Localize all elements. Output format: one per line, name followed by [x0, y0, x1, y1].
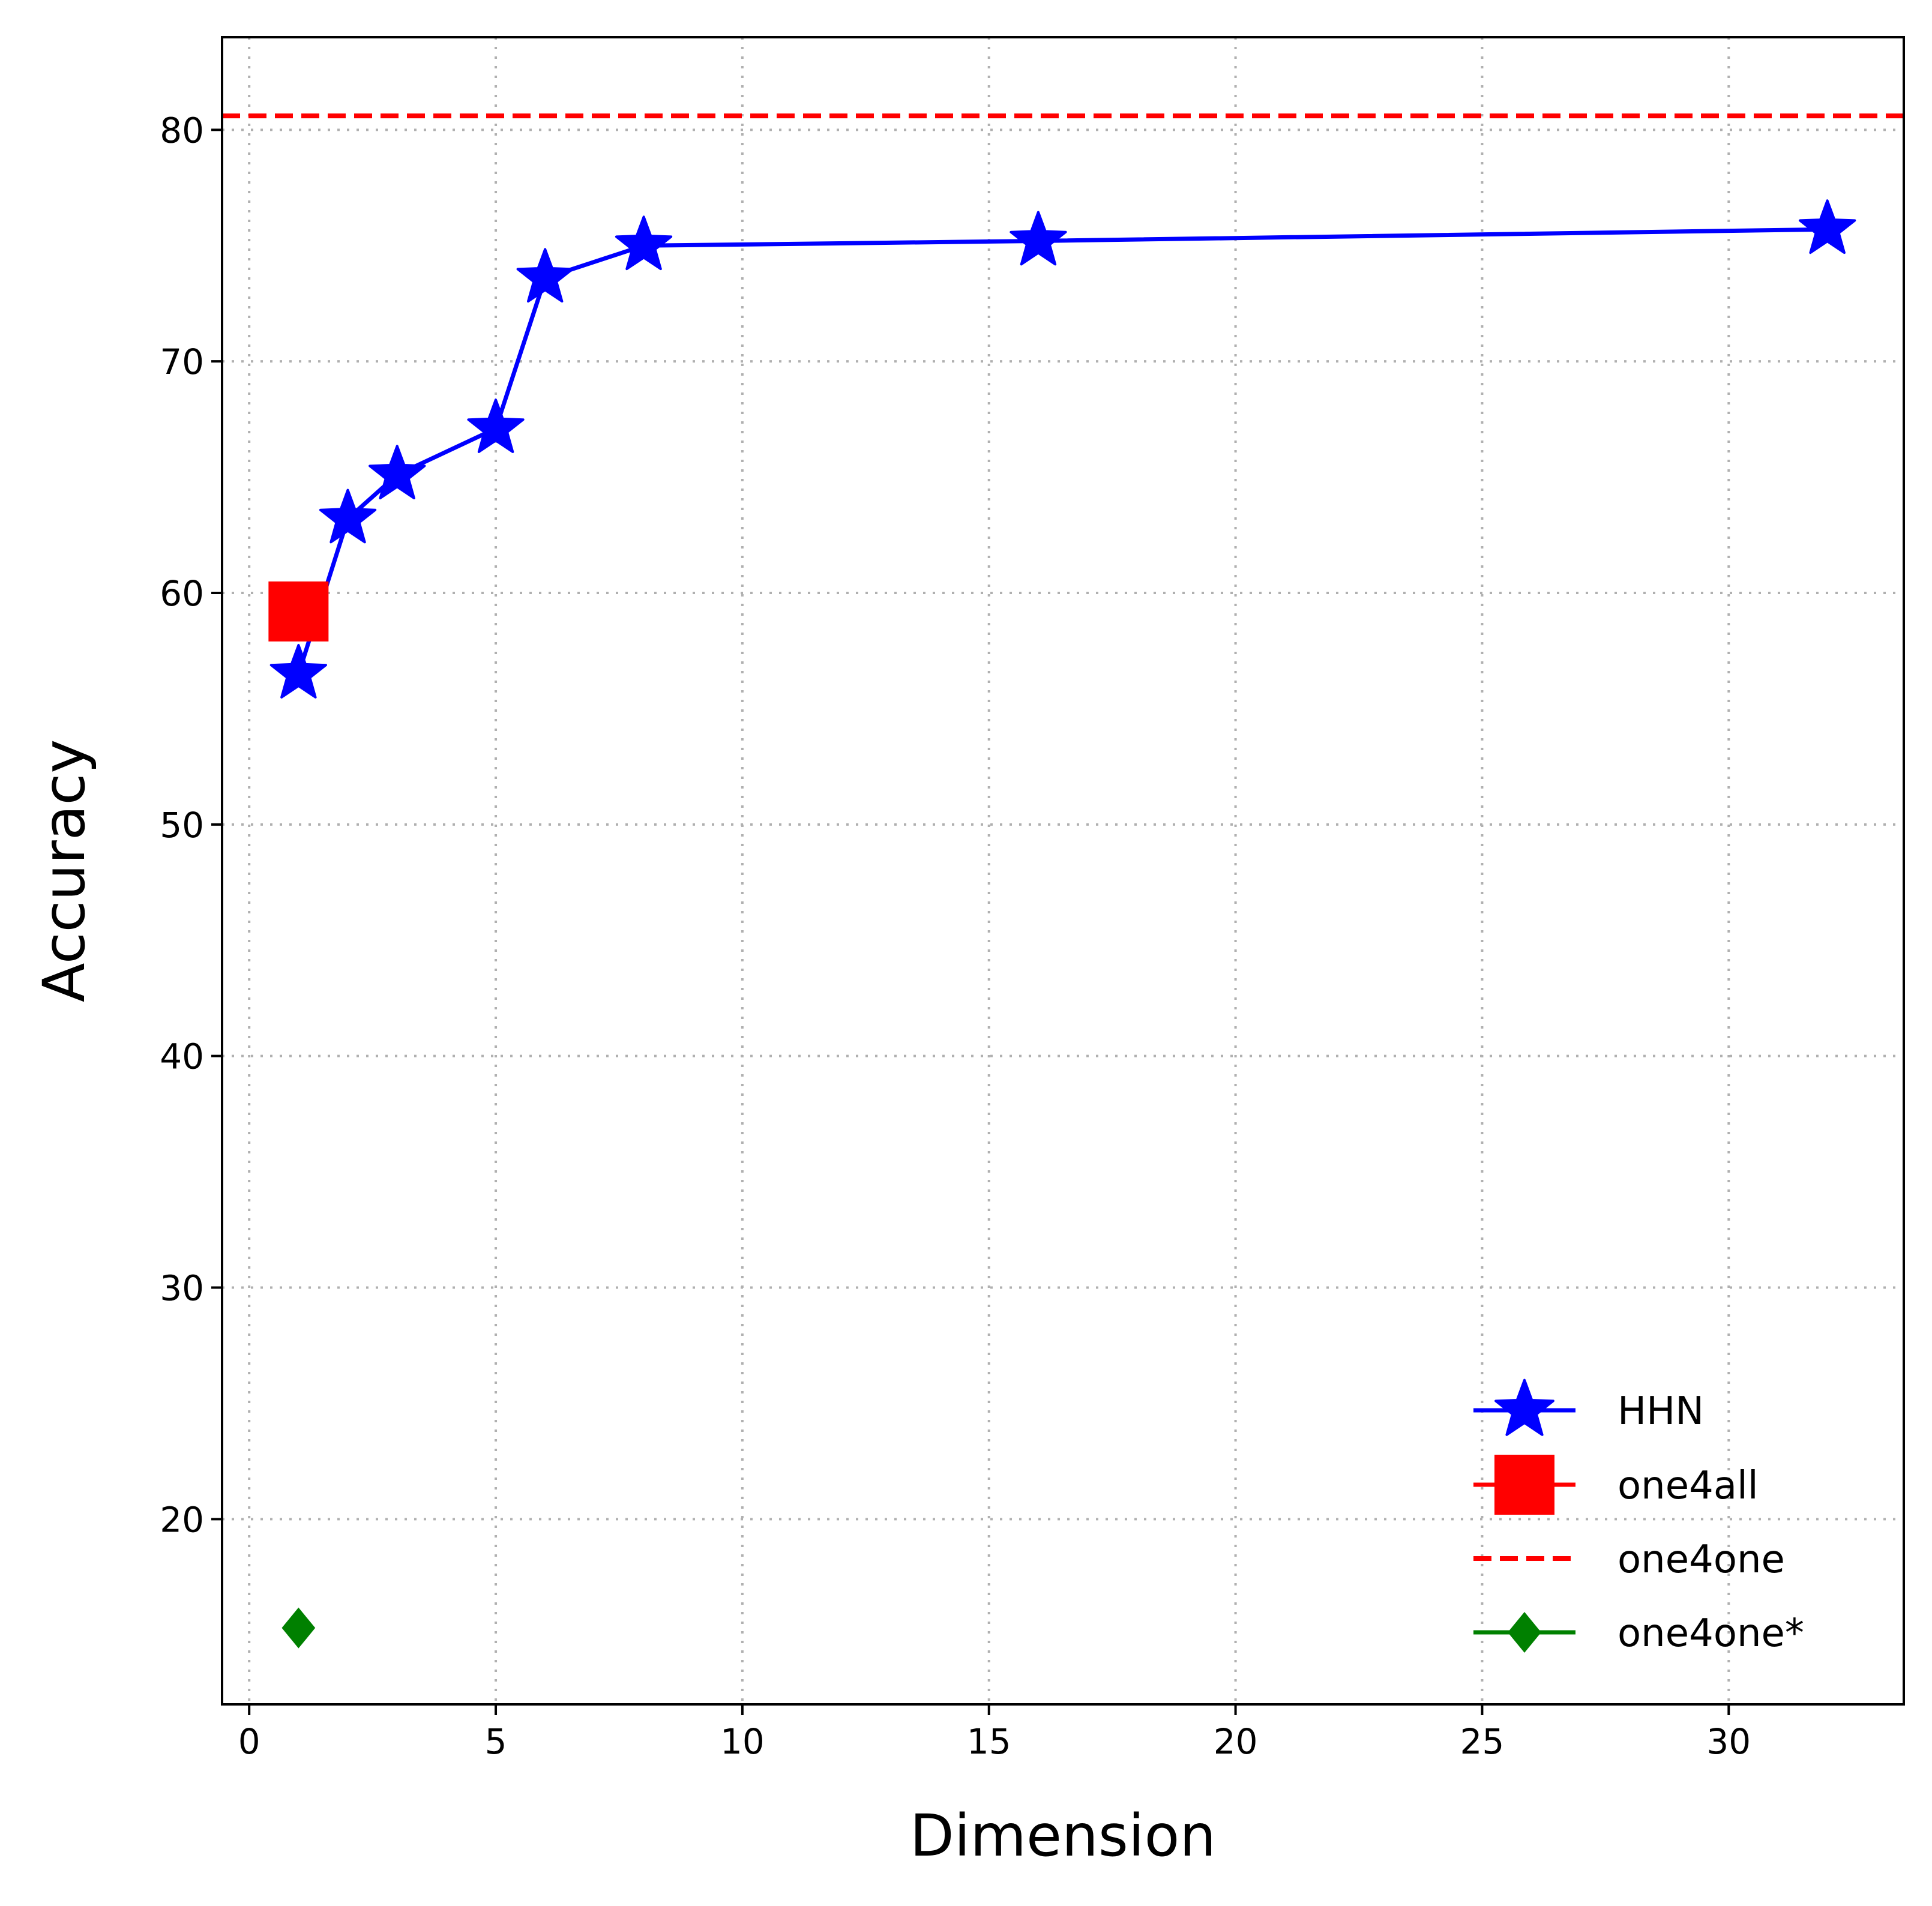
ticks: 0 5 10 15 20 25 30 20 30 40 50 60 70 80 — [160, 110, 1751, 1762]
legend-label: one4all — [1618, 1464, 1759, 1508]
series-HHN — [269, 199, 1856, 699]
series-layer — [222, 113, 1904, 1649]
legend: HHN one4all one4one one4one* — [1473, 1378, 1804, 1656]
legend-label: HHN — [1618, 1389, 1704, 1434]
legend-item: HHN — [1473, 1378, 1704, 1436]
x-tick-label: 20 — [1214, 1721, 1258, 1762]
legend-marker — [1494, 1455, 1554, 1515]
y-tick-label: 20 — [160, 1499, 204, 1540]
x-tick-label: 25 — [1460, 1721, 1505, 1762]
legend-marker — [1508, 1612, 1541, 1653]
y-tick-label: 40 — [160, 1036, 204, 1077]
x-tick-label: 10 — [720, 1721, 765, 1762]
x-tick-label: 0 — [238, 1721, 260, 1762]
x-tick-label: 30 — [1706, 1721, 1751, 1762]
x-tick-label: 15 — [967, 1721, 1011, 1762]
data-point — [319, 489, 377, 544]
data-point — [467, 398, 525, 453]
x-axis-label: Dimension — [910, 1802, 1216, 1869]
y-tick-label: 60 — [160, 573, 204, 614]
data-point — [369, 445, 426, 500]
legend-marker — [1494, 1378, 1554, 1436]
x-tick-label: 5 — [485, 1721, 507, 1762]
series-one4all — [268, 581, 329, 642]
y-tick-label: 30 — [160, 1268, 204, 1309]
grid — [222, 37, 1904, 1704]
legend-label: one4one* — [1618, 1611, 1804, 1656]
legend-label: one4one — [1618, 1538, 1785, 1582]
legend-item: one4all — [1473, 1455, 1759, 1515]
data-point — [1010, 211, 1067, 266]
plot-frame — [221, 36, 1905, 1706]
data-point — [269, 644, 327, 699]
data-point — [281, 1607, 316, 1649]
y-tick-label: 50 — [160, 805, 204, 846]
y-tick-label: 70 — [160, 341, 204, 382]
series-one4one* — [281, 1607, 316, 1649]
legend-item: one4one* — [1473, 1611, 1804, 1656]
legend-item: one4one — [1473, 1538, 1785, 1582]
data-point — [516, 248, 574, 303]
data-point — [1799, 199, 1856, 254]
y-axis-label: Accuracy — [31, 739, 98, 1002]
data-point — [615, 215, 673, 271]
y-tick-label: 80 — [160, 110, 204, 151]
data-point — [268, 581, 329, 642]
